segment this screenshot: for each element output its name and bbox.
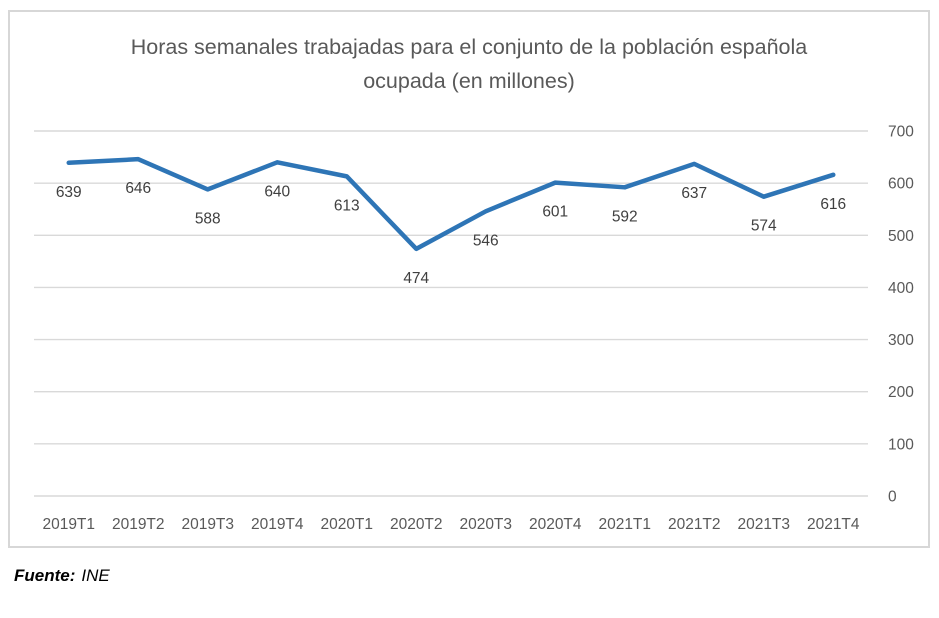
chart-title: Horas semanales trabajadas para el conju… [130,35,808,93]
data-label: 613 [334,197,360,214]
x-tick-label: 2021T4 [807,516,860,533]
data-label: 546 [473,232,499,249]
x-tick-label: 2020T1 [320,516,373,533]
chart-container: Horas semanales trabajadas para el conju… [8,10,930,548]
y-tick-label: 700 [888,124,914,141]
data-label: 574 [751,218,777,235]
data-label: 588 [195,210,221,227]
y-tick-label: 0 [888,489,897,506]
data-label: 640 [264,183,290,200]
data-label: 474 [403,270,429,287]
x-tick-label: 2020T3 [459,516,512,533]
x-tick-label: 2019T3 [181,516,234,533]
data-label: 592 [612,208,638,225]
y-tick-label: 200 [888,384,914,401]
x-tick-label: 2020T2 [390,516,443,533]
x-tick-label: 2021T3 [737,516,790,533]
x-tick-label: 2019T4 [251,516,304,533]
source-note: Fuente: INE [14,566,110,586]
data-label: 616 [820,196,846,213]
x-tick-label: 2021T2 [668,516,721,533]
y-tick-label: 400 [888,280,914,297]
y-tick-label: 500 [888,228,914,245]
data-label: 639 [56,184,82,201]
x-tick-label: 2020T4 [529,516,582,533]
line-chart: 0 100 200 300 400 500 600 700 2019T1 2019T2 2019T3… [34,124,914,533]
y-tick-label: 300 [888,332,914,349]
y-tick-label: 600 [888,176,914,193]
source-value: INE [81,566,110,585]
x-tick-label: 2019T2 [112,516,165,533]
source-label: Fuente: [14,566,76,585]
series-line [66,156,836,252]
x-tick-label: 2019T1 [42,516,95,533]
data-label: 637 [681,185,707,202]
data-label: 601 [542,204,568,221]
x-tick-label: 2021T1 [598,516,651,533]
data-label: 646 [125,180,151,197]
y-tick-label: 100 [888,436,914,453]
